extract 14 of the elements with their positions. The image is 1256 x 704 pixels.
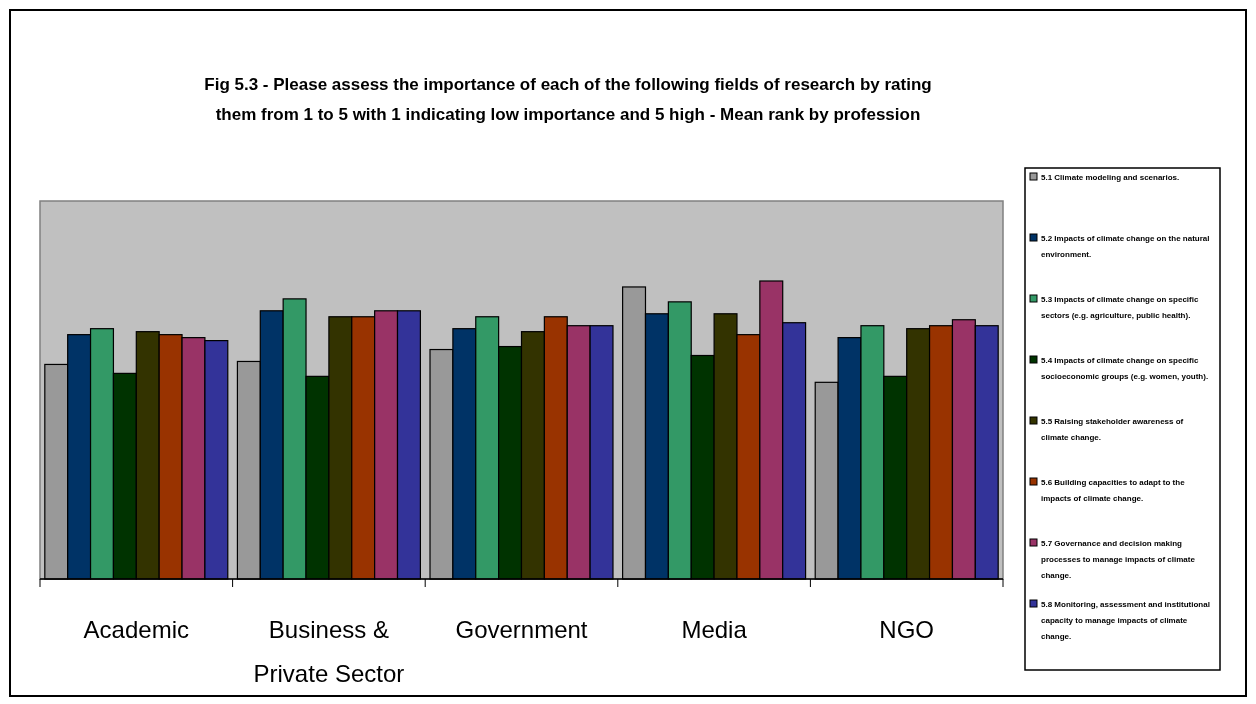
chart-title: Fig 5.3 - Please assess the importance of each of the following fields of research by rating them from 1 to 5 with 1 indicating low importance and 5 high - Mean rank by profession: [204, 75, 932, 124]
legend-label: 5.1 Climate modeling and scenarios.: [1041, 173, 1180, 182]
legend-label: 5.2 Impacts of climate change on the natural environment.: [1041, 234, 1210, 259]
x-tick-label: Business & Private Sector: [253, 616, 405, 687]
legend-label: 5.5 Raising stakeholder awareness of climate change.: [1041, 417, 1184, 442]
legend-label: 5.7 Governance and decision making processes to manage impacts of climate change.: [1041, 539, 1196, 580]
x-tick-label: NGO: [879, 616, 935, 643]
legend-label: 5.6 Building capacities to adapt to the impacts of climate change.: [1041, 478, 1186, 503]
legend-label: 5.3 Impacts of climate change on specific sectors (e.g. agriculture, public health).: [1041, 295, 1199, 320]
x-tick-label: Academic: [83, 616, 189, 643]
legend-label: 5.4 Impacts of climate change on specific socioeconomic groups (e.g. women, youth).: [1041, 356, 1209, 381]
x-tick-label: Government: [455, 616, 588, 643]
legend-label: 5.8 Monitoring, assessment and institutional capacity to manage impacts of climate change.: [1041, 600, 1210, 641]
x-tick-label: Media: [681, 616, 748, 643]
